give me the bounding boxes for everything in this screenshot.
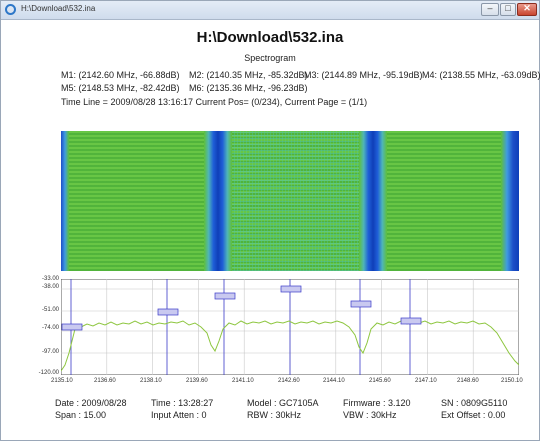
marker-m1: M1: (2142.60 MHz, -66.88dB) (61, 70, 180, 80)
y-tick: -74.00 (41, 325, 59, 331)
maximize-button[interactable]: □ (500, 3, 516, 16)
spectrum-plot (61, 279, 519, 375)
maximize-icon: □ (505, 3, 511, 13)
info-sn: SN : 0809G5110 (441, 398, 508, 408)
document-title: H:\Download\532.ina (196, 29, 344, 46)
x-tick: 2139.60 (186, 378, 208, 384)
info-firmware: Firmware : 3.120 (343, 398, 411, 408)
y-tick: -51.00 (41, 307, 59, 313)
x-tick: 2141.10 (232, 378, 254, 384)
info-span: Span : 15.00 (55, 410, 107, 420)
marker-tags (61, 285, 422, 331)
marker-m5: M5: (2148.53 MHz, -82.42dB) (61, 83, 180, 93)
x-tick: 2135.10 (51, 378, 73, 384)
marker-m4: M4: (2138.55 MHz, -63.09dB) (422, 70, 540, 80)
close-icon: ✕ (523, 3, 531, 13)
minimize-button[interactable]: – (481, 3, 499, 16)
info-vbw: VBW : 30kHz (343, 410, 397, 420)
spectrum-trace (61, 320, 519, 372)
y-tick: -120.00 (38, 370, 59, 376)
info-time: Time : 13:28:27 (151, 398, 214, 408)
timeline-text: Time Line = 2009/08/28 13:16:17 Current … (61, 97, 368, 107)
x-tick: 2144.10 (323, 378, 345, 384)
app-icon (5, 4, 16, 15)
info-rbw: RBW : 30kHz (247, 410, 302, 420)
x-tick: 2138.10 (140, 378, 162, 384)
marker-m2: M2: (2140.35 MHz, -85.32dB) (189, 70, 308, 80)
info-input-atten: Input Atten : 0 (151, 410, 207, 420)
y-tick: -97.00 (41, 349, 59, 355)
minimize-icon: – (487, 3, 493, 13)
x-tick: 2142.60 (278, 378, 300, 384)
x-tick: 2145.60 (369, 378, 391, 384)
y-tick: -33.00 (41, 276, 59, 282)
x-tick: 2150.10 (501, 378, 523, 384)
y-tick: -38.00 (41, 284, 59, 290)
marker-m3: M3: (2144.89 MHz, -95.19dB) (304, 70, 423, 80)
x-tick: 2147.10 (415, 378, 437, 384)
info-date: Date : 2009/08/28 (55, 398, 127, 408)
title-bar[interactable]: H:\Download\532.ina – □ ✕ (1, 1, 539, 20)
document-subtitle: Spectrogram (244, 53, 296, 63)
x-tick: 2136.60 (94, 378, 116, 384)
close-button[interactable]: ✕ (517, 3, 537, 16)
info-model: Model : GC7105A (247, 398, 319, 408)
info-ext-offset: Ext Offset : 0.00 (441, 410, 506, 420)
window-title: H:\Download\532.ina (21, 4, 96, 13)
spectrogram (61, 131, 519, 271)
x-tick: 2148.60 (457, 378, 479, 384)
marker-m6: M6: (2135.36 MHz, -96.23dB) (189, 83, 308, 93)
